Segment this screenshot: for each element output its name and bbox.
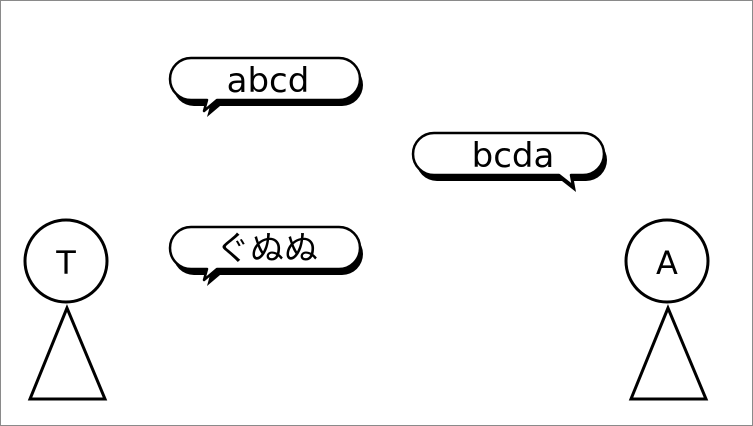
actor-right-label: A [656, 244, 678, 282]
speech-bubble-1: abcd [168, 56, 363, 117]
actor-left: T [23, 218, 109, 401]
speech-bubble-3-text: ぐぬぬ [216, 229, 318, 269]
actor-left-head [23, 218, 109, 304]
speech-bubble-3: ぐぬぬ [168, 225, 363, 286]
speech-bubble-2-text: bcda [472, 136, 555, 176]
actor-left-body [27, 304, 108, 401]
speech-bubble-1-outline [168, 56, 362, 113]
actor-left-label: T [55, 244, 76, 282]
actor-right-body [628, 304, 709, 401]
speech-bubble-2-outline [411, 131, 606, 188]
actor-right: A [624, 218, 710, 401]
speech-bubble-3-outline [168, 225, 362, 282]
speech-bubble-1-text: abcd [227, 61, 310, 101]
speech-bubble-2: bcda [411, 131, 607, 192]
actor-right-head [624, 218, 710, 304]
